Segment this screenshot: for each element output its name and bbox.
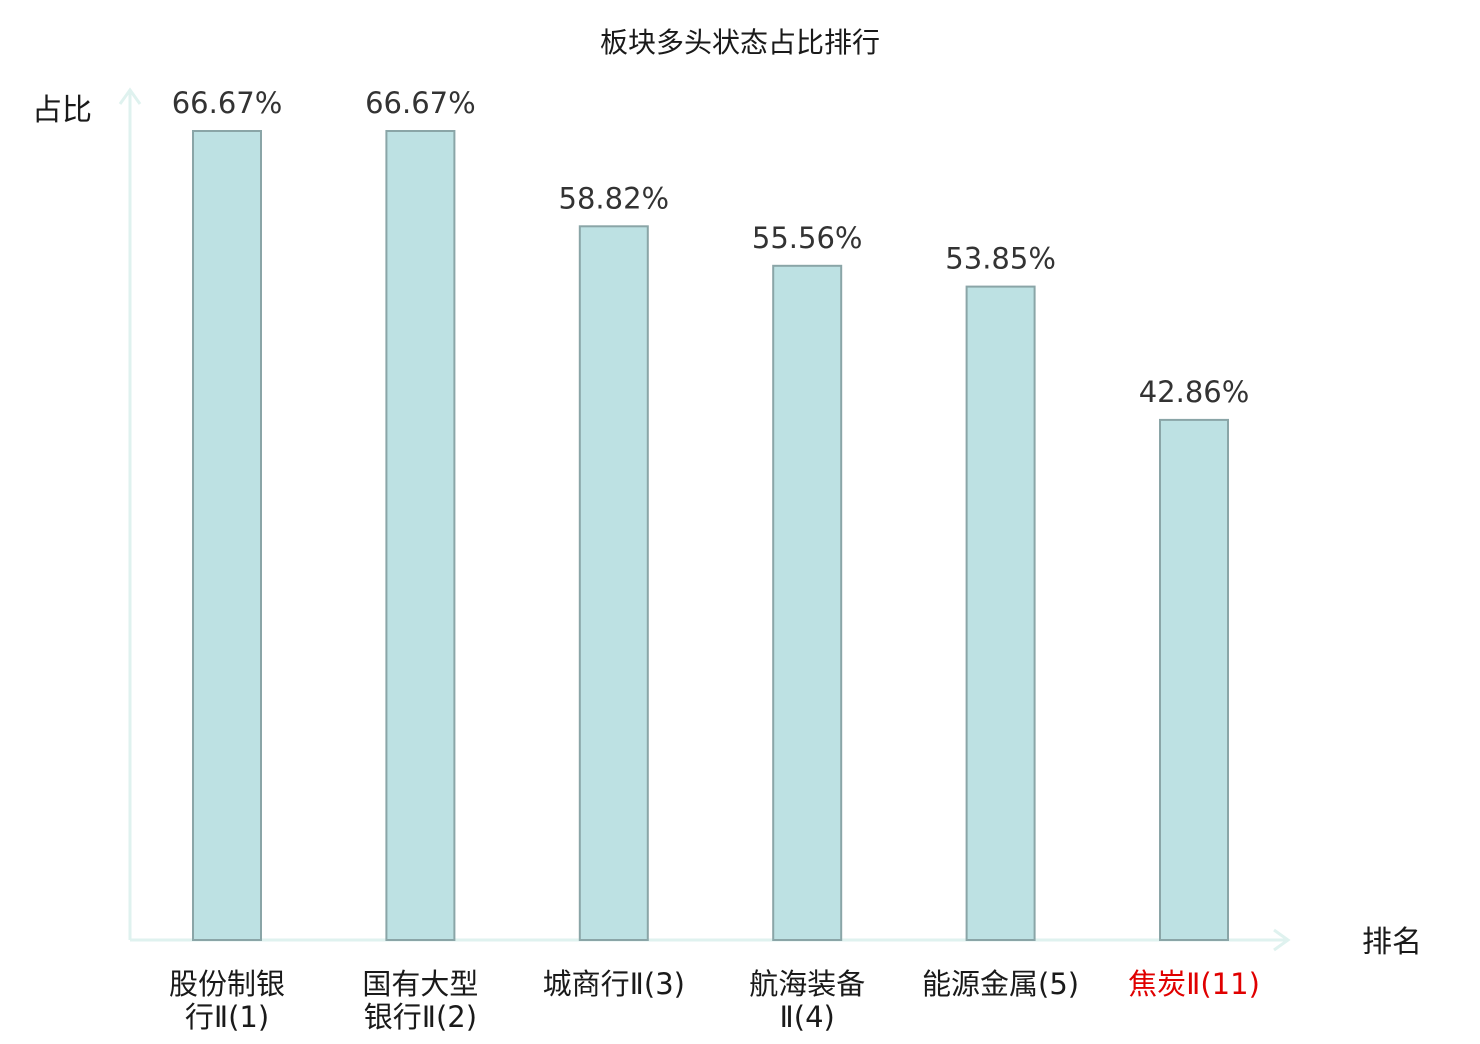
x-tick-label: 城商行Ⅱ(3) [543, 967, 685, 1001]
chart-title: 板块多头状态占比排行 [600, 26, 880, 59]
axes [118, 87, 1291, 952]
bar [385, 130, 456, 941]
x-tick-label: 能源金属(5) [922, 967, 1079, 1001]
y-axis-arrow [118, 87, 142, 105]
bar [578, 225, 649, 942]
bar-value-label: 66.67% [172, 86, 283, 120]
x-tick-label: 国有大型 [362, 967, 478, 1001]
x-tick-label: 股份制银 [169, 967, 285, 1001]
x-tick-label: 银行Ⅱ(2) [364, 1000, 477, 1034]
bar [772, 264, 843, 941]
bar-value-label: 66.67% [365, 86, 476, 120]
x-axis-arrow [1273, 928, 1291, 952]
bars-group [192, 130, 1229, 942]
bar-value-label: 42.86% [1139, 375, 1250, 409]
x-tick-label: 行Ⅱ(1) [185, 1000, 269, 1034]
x-axis-label: 排名 [1362, 925, 1422, 960]
bar-value-label: 53.85% [945, 242, 1056, 276]
bar-value-label: 58.82% [559, 181, 670, 215]
y-axis-label: 占比 [32, 93, 92, 128]
bar [192, 130, 262, 941]
bar-value-label: 55.56% [752, 221, 863, 255]
value-labels-group: 66.67% 66.67% 58.82% 55.56% 53.85% 42.86% [172, 86, 1250, 409]
x-tick-label: Ⅱ(4) [780, 1000, 835, 1034]
x-tick-label: 航海装备 [749, 967, 865, 1001]
bar [1159, 418, 1229, 941]
bar [965, 285, 1036, 942]
x-tick-label: 焦炭Ⅱ(11) [1128, 967, 1260, 1001]
